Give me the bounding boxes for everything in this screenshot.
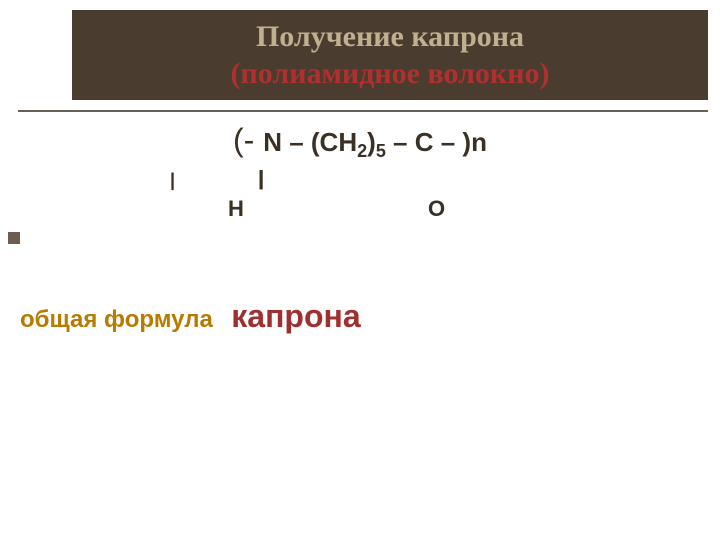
title-band: Получение капрона (полиамидное волокно): [72, 10, 708, 100]
chemical-formula: (- N – (CH2)5 – C – )n: [0, 122, 720, 162]
bond-double: ||: [258, 168, 259, 191]
caption-right: капрона: [231, 298, 360, 334]
title-line-1: Получение капрона: [256, 18, 524, 56]
formula-part-2: ): [367, 127, 376, 157]
formula-under-o: О: [428, 196, 445, 222]
bullet-icon: [8, 232, 20, 244]
title-line-2: (полиамидное волокно): [231, 55, 550, 93]
caption-left: общая формула: [20, 306, 213, 333]
formula-under-h: Н: [228, 196, 244, 222]
bond-single: |: [170, 170, 175, 191]
divider-line: [18, 110, 708, 112]
formula-sub-2: 5: [376, 141, 386, 161]
formula-sub-1: 2: [357, 141, 367, 161]
formula-open: (-: [233, 122, 263, 158]
formula-part-3: – C – )n: [386, 127, 487, 157]
formula-part-1: N – (CH: [263, 127, 357, 157]
slide: Получение капрона (полиамидное волокно) …: [0, 0, 720, 540]
caption: общая формула капрона: [20, 298, 361, 335]
